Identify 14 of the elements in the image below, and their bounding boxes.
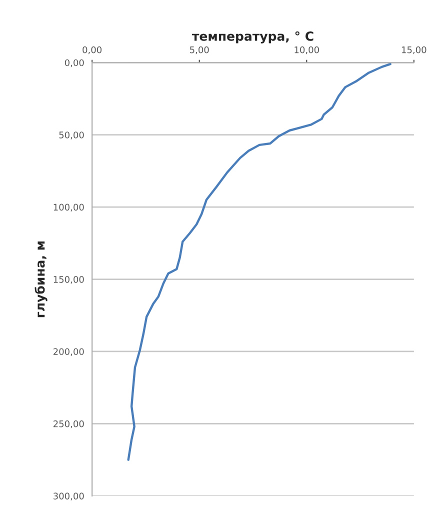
y-tick-label: 0,00	[64, 59, 84, 68]
x-tick-label: 5,00	[190, 46, 209, 54]
x-tick-label: 0,00	[82, 46, 102, 54]
y-tick-label: 250,00	[54, 420, 84, 428]
x-tick-label: 10,00	[294, 46, 319, 54]
y-tick-label: 100,00	[54, 204, 84, 212]
y-tick-label: 300,00	[54, 492, 84, 500]
x-tick-label: 15,00	[402, 46, 426, 54]
line-series	[127, 62, 392, 461]
x-axis-title: температура, ° C	[192, 31, 314, 44]
y-tick-label: 50,00	[59, 132, 84, 140]
y-tick-label: 200,00	[54, 348, 84, 356]
y-tick-label: 150,00	[54, 276, 84, 284]
y-axis-title: глубина, м	[34, 241, 48, 318]
